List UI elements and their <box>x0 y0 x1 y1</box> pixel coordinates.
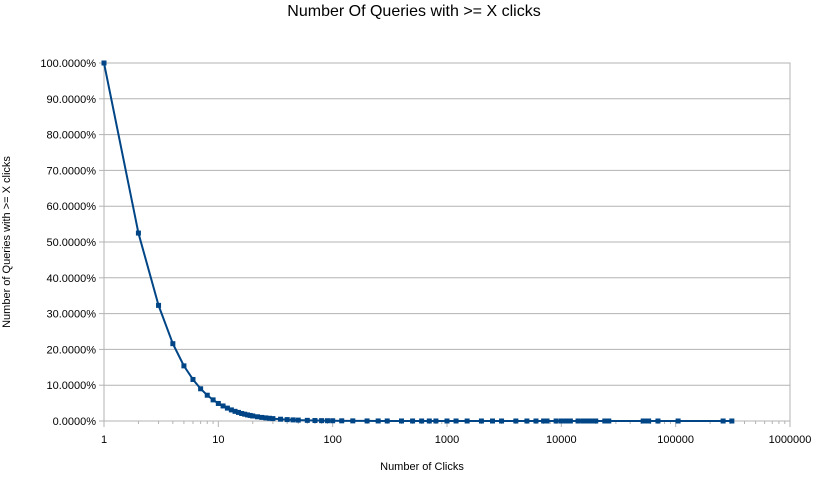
x-axis-title: Number of Clicks <box>380 461 464 473</box>
data-point <box>580 418 586 424</box>
data-point <box>101 60 107 66</box>
data-point <box>339 418 345 424</box>
y-tick-label: 40.0000% <box>46 273 96 285</box>
y-tick-label: 30.0000% <box>46 309 96 321</box>
y-tick-label: 60.0000% <box>46 201 96 213</box>
series-group <box>101 60 735 424</box>
data-point <box>284 417 290 423</box>
y-tick-label: 0.0000% <box>53 416 97 428</box>
data-point <box>181 363 187 369</box>
data-point <box>375 418 381 424</box>
y-tick-label: 10.0000% <box>46 380 96 392</box>
data-point <box>266 415 272 421</box>
data-point <box>553 418 559 424</box>
x-tick-label: 100000 <box>657 434 694 446</box>
data-point <box>490 418 495 424</box>
data-point <box>242 411 248 417</box>
gridlines <box>104 62 790 422</box>
data-point <box>513 418 519 424</box>
data-point <box>589 418 595 424</box>
data-point <box>655 418 661 424</box>
data-point <box>290 417 296 423</box>
data-point <box>567 418 573 424</box>
data-point <box>410 418 416 424</box>
data-point <box>585 418 591 424</box>
data-point <box>319 418 325 424</box>
data-point <box>324 418 330 424</box>
data-point <box>254 414 260 420</box>
data-point <box>646 418 652 424</box>
data-point <box>224 405 230 411</box>
data-point <box>399 418 404 424</box>
data-point <box>602 418 608 424</box>
y-tick-label: 70.0000% <box>46 165 96 177</box>
data-point <box>720 418 726 424</box>
data-point <box>204 392 210 398</box>
data-point <box>170 341 176 347</box>
data-point <box>419 418 425 424</box>
x-tick-label: 1000000 <box>769 434 812 446</box>
data-point <box>232 408 238 414</box>
data-point <box>444 418 450 424</box>
data-point <box>330 418 336 424</box>
data-point <box>453 418 459 424</box>
data-point <box>278 416 284 422</box>
data-point <box>575 418 581 424</box>
data-point <box>304 417 310 423</box>
data-point <box>245 412 251 418</box>
data-point <box>729 418 735 424</box>
tick-labels: 0.0000% 10.0000% 20.0000% 30.0000% 40.0000% 5… <box>40 58 811 446</box>
x-tick-label: 1000 <box>435 434 459 446</box>
data-point <box>563 418 569 424</box>
y-tick-label: 90.0000% <box>46 94 96 106</box>
data-point <box>524 418 530 424</box>
data-point <box>433 418 439 424</box>
data-point <box>544 418 550 424</box>
data-point <box>259 414 265 420</box>
x-tick-label: 1 <box>101 434 107 446</box>
data-point <box>228 407 234 413</box>
data-point <box>156 302 162 308</box>
y-tick-label: 50.0000% <box>46 237 96 249</box>
data-point <box>364 418 370 424</box>
data-point <box>426 418 432 424</box>
data-point <box>295 417 301 423</box>
data-point <box>675 418 681 424</box>
y-tick-label: 80.0000% <box>46 130 96 142</box>
data-point <box>312 418 318 424</box>
data-point <box>215 400 221 406</box>
data-point <box>558 418 564 424</box>
data-point <box>239 410 245 416</box>
data-point <box>384 418 390 424</box>
data-point <box>198 386 204 392</box>
data-point <box>235 409 241 415</box>
data-point <box>135 230 141 236</box>
data-point <box>270 416 276 422</box>
y-axis-title: Number of Queries with >= X clicks <box>1 156 13 328</box>
data-point <box>350 418 356 424</box>
x-tick-label: 10000 <box>546 434 577 446</box>
data-point <box>247 412 253 418</box>
data-point <box>541 418 547 424</box>
y-tick-label: 20.0000% <box>46 344 96 356</box>
x-tick-label: 10 <box>212 434 224 446</box>
y-tick-label: 100.0000% <box>40 58 96 70</box>
data-point <box>478 418 484 424</box>
data-point <box>593 418 599 424</box>
data-point <box>499 418 505 424</box>
data-point <box>210 397 216 403</box>
x-tick-label: 100 <box>323 434 341 446</box>
data-point <box>190 376 196 382</box>
data-point <box>464 418 470 424</box>
data-point <box>250 413 256 419</box>
data-point <box>263 415 269 421</box>
data-point <box>606 418 612 424</box>
data-point <box>533 418 539 424</box>
chart-title: Number Of Queries with >= X clicks <box>287 3 540 20</box>
data-point <box>640 418 646 424</box>
data-point <box>220 403 226 409</box>
data-point <box>643 418 649 424</box>
